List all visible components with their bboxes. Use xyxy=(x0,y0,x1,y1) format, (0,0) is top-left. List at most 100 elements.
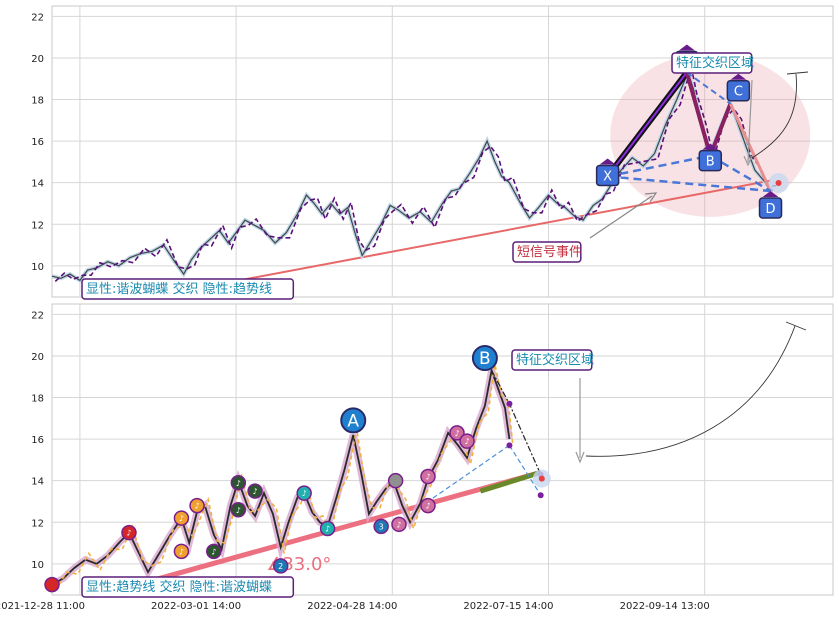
pattern-point xyxy=(506,442,513,449)
info-box-box xyxy=(81,278,295,300)
y-tick-label: 14 xyxy=(31,477,44,488)
ratio-bd xyxy=(709,154,772,193)
pattern-point-box xyxy=(726,79,751,102)
event-marker-label: ♪ xyxy=(236,506,241,515)
info-box: 显性:趋势线 交织 隐性:谐波蝴蝶 xyxy=(81,576,295,598)
event-marker xyxy=(206,543,222,560)
event-arrow xyxy=(589,192,658,239)
y-tick-label: 18 xyxy=(31,394,44,405)
region-arrow xyxy=(743,79,753,167)
y-tick-label: 12 xyxy=(31,220,44,231)
event-marker-label: ♪ xyxy=(194,502,199,511)
event-marker-label: ♪ xyxy=(396,520,401,529)
event-marker-label: 2 xyxy=(278,562,283,571)
price-zigzag xyxy=(51,367,511,586)
x-tick-label: 2022-09-14 13:00 xyxy=(620,601,710,612)
y-tick-label: 20 xyxy=(31,352,44,363)
x-axis: 2021-12-28 11:00 2022-03-01 14:00 2022-04-… xyxy=(0,601,710,612)
leg-xa-inner xyxy=(606,71,688,178)
info-box-box xyxy=(81,576,295,598)
info-box-text: 显性:谐波蝴蝶 交织 隐性:趋势线 xyxy=(86,281,272,297)
event-marker xyxy=(173,543,190,560)
event-marker xyxy=(391,516,407,533)
pattern-ratio xyxy=(427,444,510,502)
y-tick-label: 18 xyxy=(31,96,44,107)
y-tick-label: 12 xyxy=(31,518,44,529)
pattern-point xyxy=(537,492,544,499)
top-panel: 10121416182022XABCD特征交织区域短信号事件显性:谐波蝴蝶 交织… xyxy=(31,5,834,300)
y-tick-label: 10 xyxy=(31,560,44,571)
curve-arrow xyxy=(751,71,809,159)
leg-cd xyxy=(729,103,772,192)
event-marker xyxy=(272,558,289,574)
event-marker-label: 3 xyxy=(379,522,384,531)
event-marker xyxy=(420,468,436,485)
pattern-point-label: C xyxy=(734,85,743,100)
y-tick-label: 22 xyxy=(31,12,44,23)
pattern-point-box xyxy=(595,164,620,187)
event-marker xyxy=(459,433,475,449)
d-target-dot xyxy=(538,475,545,482)
info-box-text: 显性:趋势线 交织 隐性:谐波蝴蝶 xyxy=(86,579,272,595)
pattern-point-marker xyxy=(599,158,616,165)
y-tick-label: 16 xyxy=(31,137,44,148)
pattern-point-box xyxy=(698,149,723,172)
feature-region-label: 特征交织区域 xyxy=(511,349,594,371)
pattern-point-label: X xyxy=(603,169,612,184)
price-zigzag xyxy=(51,70,774,282)
pattern-ratio-2 xyxy=(508,444,542,496)
feature-region-label: 特征交织区域 xyxy=(671,52,754,74)
short-signal-label-text: 短信号事件 xyxy=(517,245,582,260)
event-marker xyxy=(189,497,205,514)
event-marker xyxy=(121,524,137,541)
event-marker xyxy=(44,576,60,593)
x-tick-label: 2022-07-15 14:00 xyxy=(463,601,553,612)
event-marker xyxy=(373,518,389,535)
trendline-tail xyxy=(479,470,542,494)
pattern-point-marker xyxy=(471,345,498,372)
event-marker xyxy=(296,485,312,501)
feature-region-label-text: 特征交织区域 xyxy=(516,352,594,368)
y-tick-label: 10 xyxy=(31,262,44,273)
x-tick-label: 2022-04-28 14:00 xyxy=(307,601,397,612)
pattern-point-box xyxy=(758,197,783,219)
y-tick-label: 22 xyxy=(31,310,44,321)
pattern-point xyxy=(506,400,513,407)
pattern-point-marker xyxy=(730,73,747,80)
pattern-point-label: A xyxy=(347,411,359,431)
curve-arrow xyxy=(585,321,807,457)
event-marker-label: ♪ xyxy=(464,437,469,446)
short-signal-label: 短信号事件 xyxy=(512,241,582,263)
price-series xyxy=(54,364,514,592)
ratio-ac xyxy=(686,71,731,105)
event-marker xyxy=(173,510,190,526)
event-marker xyxy=(387,472,404,489)
pattern-point-marker xyxy=(678,44,695,51)
event-marker-label: ♪ xyxy=(236,479,241,488)
event-marker xyxy=(449,425,465,441)
event-marker-label: ♪ xyxy=(179,547,184,556)
event-marker-label: ♪ xyxy=(425,473,430,482)
feature-region-label-box xyxy=(671,52,753,74)
event-marker xyxy=(420,497,436,514)
x-tick-label: 2022-03-01 14:00 xyxy=(151,601,241,612)
event-marker xyxy=(230,475,247,491)
pattern-point-marker xyxy=(702,143,719,150)
feature-region-label-box xyxy=(511,349,593,371)
x-tick-label: 2021-12-28 11:00 xyxy=(0,601,85,612)
event-marker-label: ♪ xyxy=(425,502,430,511)
ratio-xd xyxy=(607,175,771,193)
event-marker-label: ♪ xyxy=(325,524,330,533)
event-marker-label: ♪ xyxy=(454,429,459,438)
event-marker-label: ♪ xyxy=(126,529,131,538)
pattern-point-marker xyxy=(762,190,779,197)
info-box: 显性:谐波蝴蝶 交织 隐性:趋势线 xyxy=(81,278,295,300)
ratio-xb xyxy=(607,154,711,178)
y-tick-label: 16 xyxy=(31,435,44,446)
bottom-panel: 10121416182022∡33.0°♪♪♪♪♪♪♪♪♪♪3♪♪♪♪♪20AB… xyxy=(31,303,834,598)
event-marker xyxy=(247,483,263,499)
event-marker xyxy=(319,520,336,537)
y-tick-label: 14 xyxy=(31,179,44,190)
pattern-point-marker xyxy=(340,407,367,434)
